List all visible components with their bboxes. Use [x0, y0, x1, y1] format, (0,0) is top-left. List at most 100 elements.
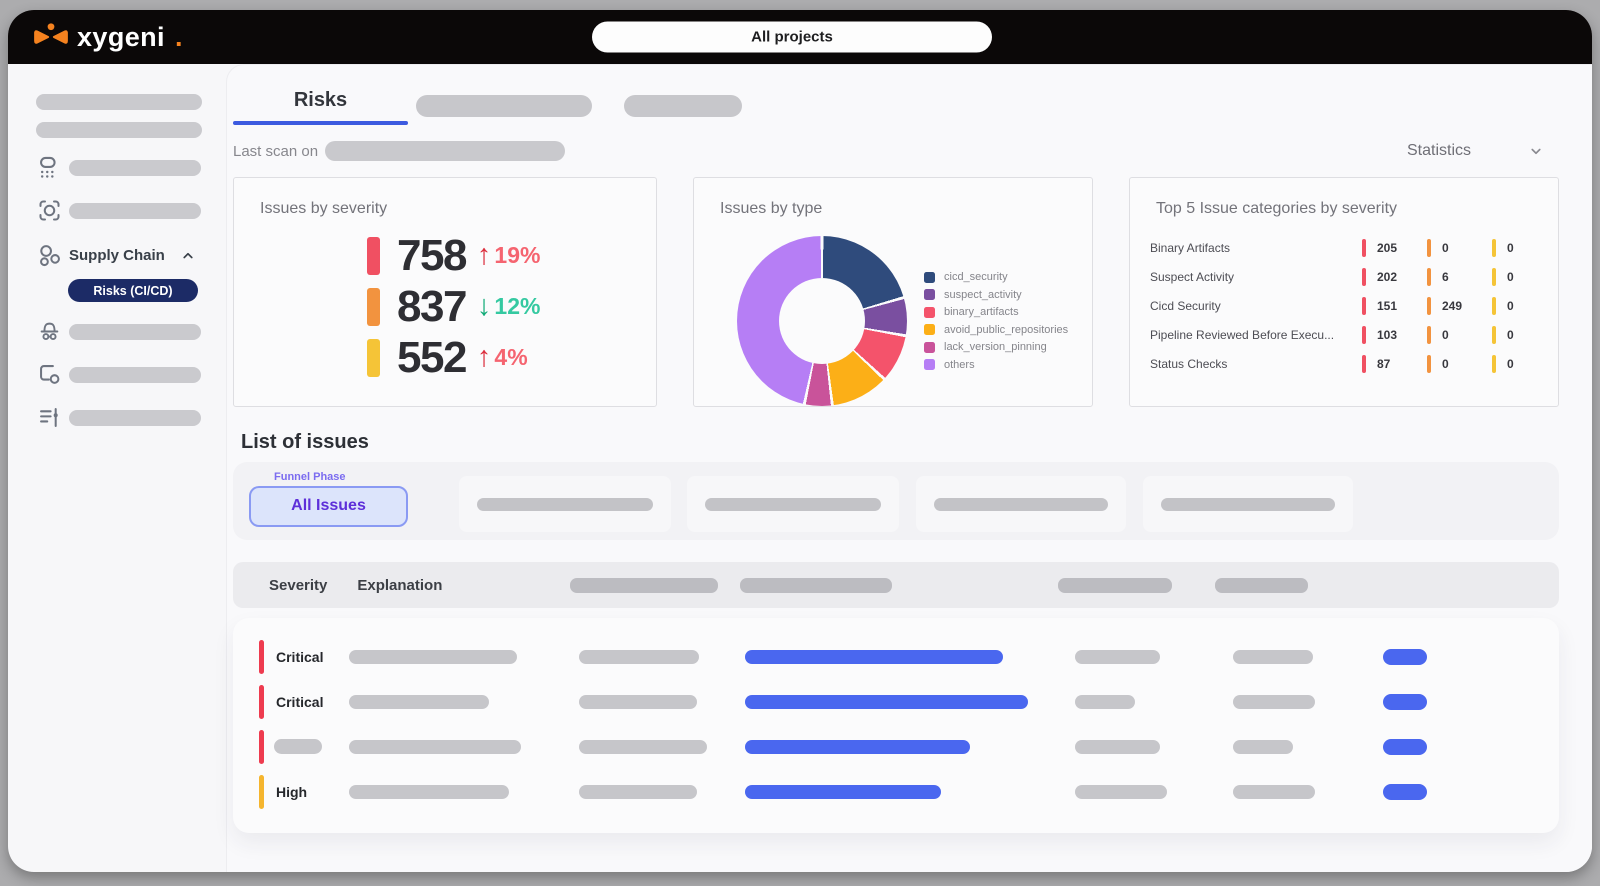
devices-icon [36, 361, 63, 388]
severity-color-bar [1362, 296, 1366, 315]
column-header-explanation[interactable]: Explanation [357, 576, 443, 594]
issues-by-type-donut-chart [737, 236, 907, 406]
action-pill[interactable] [1383, 783, 1427, 800]
trend-up-icon: ↑ [476, 239, 492, 271]
chevron-up-icon[interactable] [179, 247, 197, 265]
top5-row: Status Checks 87 0 0 [1150, 349, 1558, 378]
top5-count: 151 [1377, 298, 1398, 313]
logo-mark-icon [34, 22, 68, 52]
statistics-dropdown[interactable]: Statistics [1407, 142, 1559, 160]
legend-swatch [924, 341, 935, 353]
top5-count: 87 [1377, 356, 1391, 371]
action-pill[interactable] [1383, 738, 1427, 755]
severity-color-bar [1492, 238, 1496, 257]
column-header-redacted[interactable] [1215, 577, 1309, 593]
filter-redacted[interactable] [687, 476, 899, 532]
severity-label: Critical [276, 648, 324, 665]
sidebar-item-redacted[interactable] [8, 154, 226, 181]
sidebar-item-redacted[interactable] [8, 361, 226, 388]
explanation-redacted [349, 649, 517, 664]
severity-color-bar [1362, 354, 1366, 373]
legend-label: lack_version_pinning [944, 341, 1047, 354]
tab-redacted[interactable] [624, 95, 742, 117]
stat-cards-row: Issues by severity 758 ↑ 19% 837 ↓ 12% 552 ↑ 4% … [233, 177, 1559, 407]
action-pill[interactable] [1383, 648, 1427, 665]
logo[interactable]: xygeni. [34, 22, 182, 53]
severity-indicator [259, 684, 264, 719]
top5-category-label: Cicd Security [1150, 298, 1221, 313]
issue-link-redacted[interactable] [745, 694, 1028, 709]
top5-row: Suspect Activity 202 6 0 [1150, 262, 1558, 291]
sidebar-label-redacted [69, 159, 201, 176]
cell-redacted [1075, 694, 1135, 709]
card-title: Issues by severity [260, 200, 388, 217]
chevron-down-icon [1527, 142, 1545, 160]
severity-color-bar [1427, 325, 1431, 344]
filter-redacted[interactable] [459, 476, 671, 532]
severity-color-bar [1492, 325, 1496, 344]
column-header-severity[interactable]: Severity [269, 576, 328, 594]
legend-label: cicd_security [944, 271, 1008, 284]
severity-count: 552 [397, 332, 467, 382]
tab-redacted[interactable] [416, 95, 592, 117]
sidebar-item-redacted[interactable] [36, 122, 202, 138]
sidebar-item-supply-chain[interactable]: Supply Chain [8, 242, 226, 269]
cell-redacted [1075, 649, 1160, 664]
cell-redacted [1233, 784, 1315, 799]
legend-label: others [944, 358, 975, 371]
top5-row: Binary Artifacts 205 0 0 [1150, 233, 1558, 262]
severity-label-redacted [274, 739, 322, 754]
sidebar-item-redacted[interactable] [36, 94, 202, 110]
severity-cell: Critical [259, 639, 349, 674]
explanation-redacted [349, 694, 489, 709]
severity-color-bar [1427, 354, 1431, 373]
sidebar-label-redacted [69, 366, 201, 383]
trend-down-icon: ↓ [476, 290, 492, 322]
issue-link-redacted[interactable] [745, 649, 1003, 664]
top5-categories-card: Top 5 Issue categories by severity Binar… [1129, 177, 1559, 407]
top5-category-label: Pipeline Reviewed Before Execu... [1150, 327, 1335, 342]
sidebar-item-risks-cicd[interactable]: Risks (CI/CD) [68, 279, 198, 302]
legend-item: lack_version_pinning [924, 339, 1068, 357]
issue-link-redacted[interactable] [745, 739, 970, 754]
cell-redacted [1233, 694, 1315, 709]
top5-count-cell: 87 [1362, 354, 1427, 373]
filter-redacted[interactable] [1143, 476, 1353, 532]
legend-item: others [924, 356, 1068, 374]
column-header-redacted[interactable] [570, 577, 719, 593]
issues-by-type-card: Issues by type cicd_security suspect_acti… [693, 177, 1093, 407]
cell-redacted [579, 784, 697, 799]
filter-label-redacted [705, 497, 881, 511]
legend-item: binary_artifacts [924, 303, 1068, 321]
sidebar-item-redacted[interactable] [8, 404, 226, 431]
severity-color-bar [1492, 354, 1496, 373]
action-pill[interactable] [1383, 693, 1427, 710]
severity-label: High [276, 783, 308, 800]
issue-link-redacted[interactable] [745, 784, 941, 799]
cell-redacted [579, 649, 699, 664]
severity-color-bar [1427, 238, 1431, 257]
top5-count-cell: 0 [1427, 238, 1492, 257]
severity-color-bar [1492, 267, 1496, 286]
meta-row: Last scan on Statistics [233, 141, 1559, 161]
top5-count: 0 [1442, 327, 1449, 342]
sidebar-item-redacted[interactable] [8, 197, 226, 224]
issue-row: Critical [233, 634, 1559, 679]
column-header-redacted[interactable] [1058, 577, 1173, 593]
severity-cell: High [259, 774, 349, 809]
trend-percent: 19% [494, 242, 541, 268]
sidebar-item-redacted[interactable] [8, 318, 226, 345]
list-of-issues-heading: List of issues [241, 431, 369, 453]
trend-percent: 4% [494, 344, 528, 370]
all-issues-filter-button[interactable]: All Issues [249, 485, 408, 527]
logo-text: xygeni [77, 21, 165, 52]
filters-bar: Funnel Phase All Issues [233, 462, 1559, 540]
filter-redacted[interactable] [916, 476, 1126, 532]
top5-count-cell: 0 [1492, 238, 1552, 257]
project-selector[interactable]: All projects [592, 21, 992, 53]
column-header-redacted[interactable] [740, 577, 893, 593]
severity-color-bar [1492, 296, 1496, 315]
legend-swatch [924, 359, 935, 371]
top5-count-cell: 6 [1427, 267, 1492, 286]
tab-risks[interactable]: Risks [233, 89, 408, 125]
